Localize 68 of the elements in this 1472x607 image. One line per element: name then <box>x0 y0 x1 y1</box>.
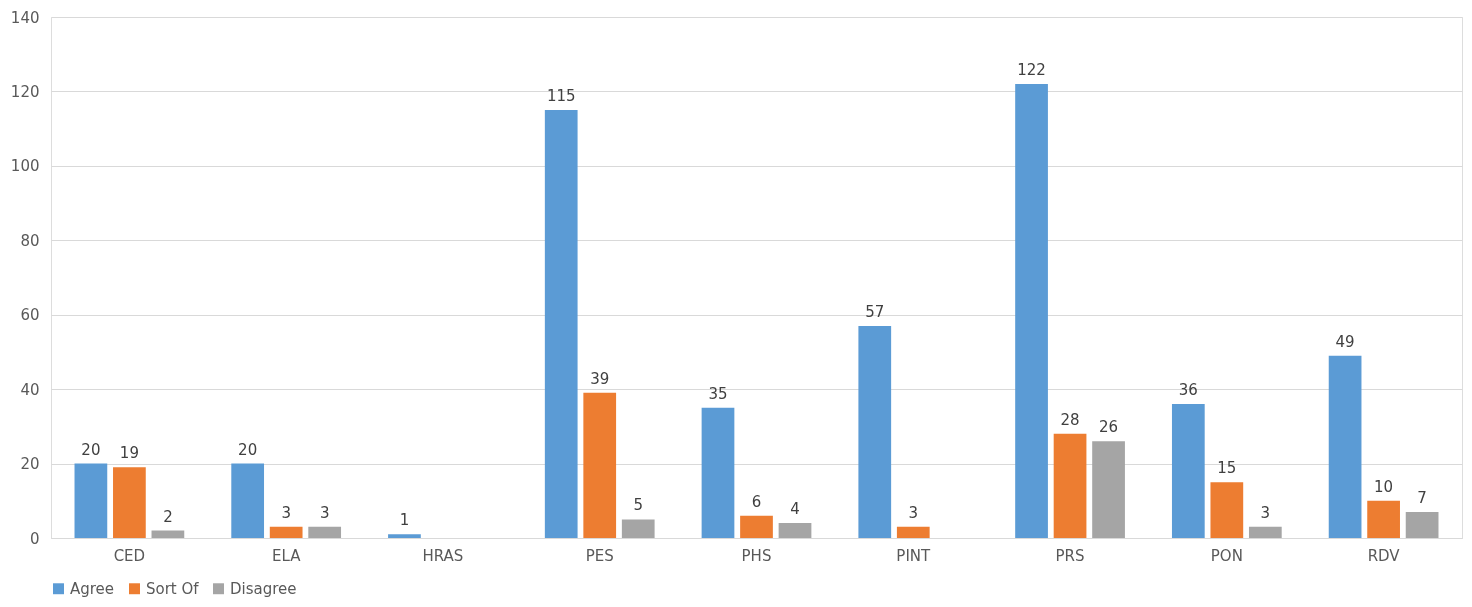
data-label: 2 <box>163 507 173 526</box>
data-label: 6 <box>751 492 762 511</box>
data-label: 3 <box>1260 503 1271 522</box>
bar <box>308 526 342 538</box>
bar <box>1405 511 1439 538</box>
x-tick-label: PON <box>1210 546 1243 565</box>
y-tick-label: 80 <box>20 231 40 250</box>
bar <box>544 110 578 538</box>
x-tick-label: PRS <box>1055 546 1085 565</box>
bar <box>1328 355 1362 538</box>
bar <box>1367 500 1400 538</box>
x-tick-label: PHS <box>741 546 772 565</box>
data-label: 3 <box>319 503 330 522</box>
bar <box>151 530 185 538</box>
legend-label: Agree <box>70 579 115 598</box>
bar <box>74 463 108 538</box>
bar <box>858 325 892 538</box>
bar <box>1053 433 1087 538</box>
x-tick-label: CED <box>113 546 146 565</box>
data-label: 19 <box>119 444 139 463</box>
data-label: 1 <box>399 511 410 530</box>
y-tick-label: 60 <box>20 306 40 325</box>
y-tick-label: 0 <box>29 529 40 548</box>
data-label: 3 <box>281 503 291 522</box>
y-tick-label: 40 <box>20 380 40 399</box>
y-tick-label: 120 <box>10 82 40 101</box>
x-tick-label: ELA <box>271 546 302 565</box>
bar <box>113 467 146 538</box>
bar <box>701 407 735 538</box>
data-label: 20 <box>81 440 101 459</box>
data-label: 5 <box>633 496 643 515</box>
data-label: 49 <box>1335 332 1355 351</box>
bar <box>231 463 265 538</box>
bar <box>1015 83 1048 538</box>
data-label: 26 <box>1099 418 1119 437</box>
x-tick-label: RDV <box>1367 546 1401 565</box>
data-label: 36 <box>1178 381 1198 400</box>
x-tick-label: PES <box>585 546 614 565</box>
data-label: 7 <box>1417 488 1427 507</box>
data-label: 15 <box>1217 459 1237 478</box>
legend-label: Sort Of <box>146 579 200 598</box>
y-tick-label: 20 <box>20 455 40 474</box>
bar <box>388 534 421 538</box>
bar <box>1210 482 1244 538</box>
y-tick-label: 140 <box>10 8 40 27</box>
data-label: 122 <box>1017 60 1046 79</box>
y-tick-label: 100 <box>10 157 40 176</box>
legend-label: Disagree <box>230 579 297 598</box>
bar <box>778 523 812 538</box>
bar <box>269 526 303 538</box>
bar <box>1248 526 1282 538</box>
x-tick-label: HRAS <box>422 546 464 565</box>
bar <box>621 519 655 538</box>
bar <box>583 392 617 538</box>
bar <box>1092 441 1125 538</box>
data-label: 20 <box>238 440 258 459</box>
data-label: 57 <box>865 302 885 321</box>
data-label: 4 <box>790 500 800 519</box>
data-label: 115 <box>546 87 576 106</box>
bar <box>740 515 773 538</box>
data-label: 10 <box>1374 477 1394 496</box>
data-label: 35 <box>708 384 728 403</box>
x-tick-label: PINT <box>896 546 932 565</box>
data-label: 39 <box>590 369 610 388</box>
data-label: 28 <box>1060 410 1080 429</box>
bar <box>1171 404 1205 538</box>
bar <box>896 526 930 538</box>
data-label: 3 <box>908 503 919 522</box>
